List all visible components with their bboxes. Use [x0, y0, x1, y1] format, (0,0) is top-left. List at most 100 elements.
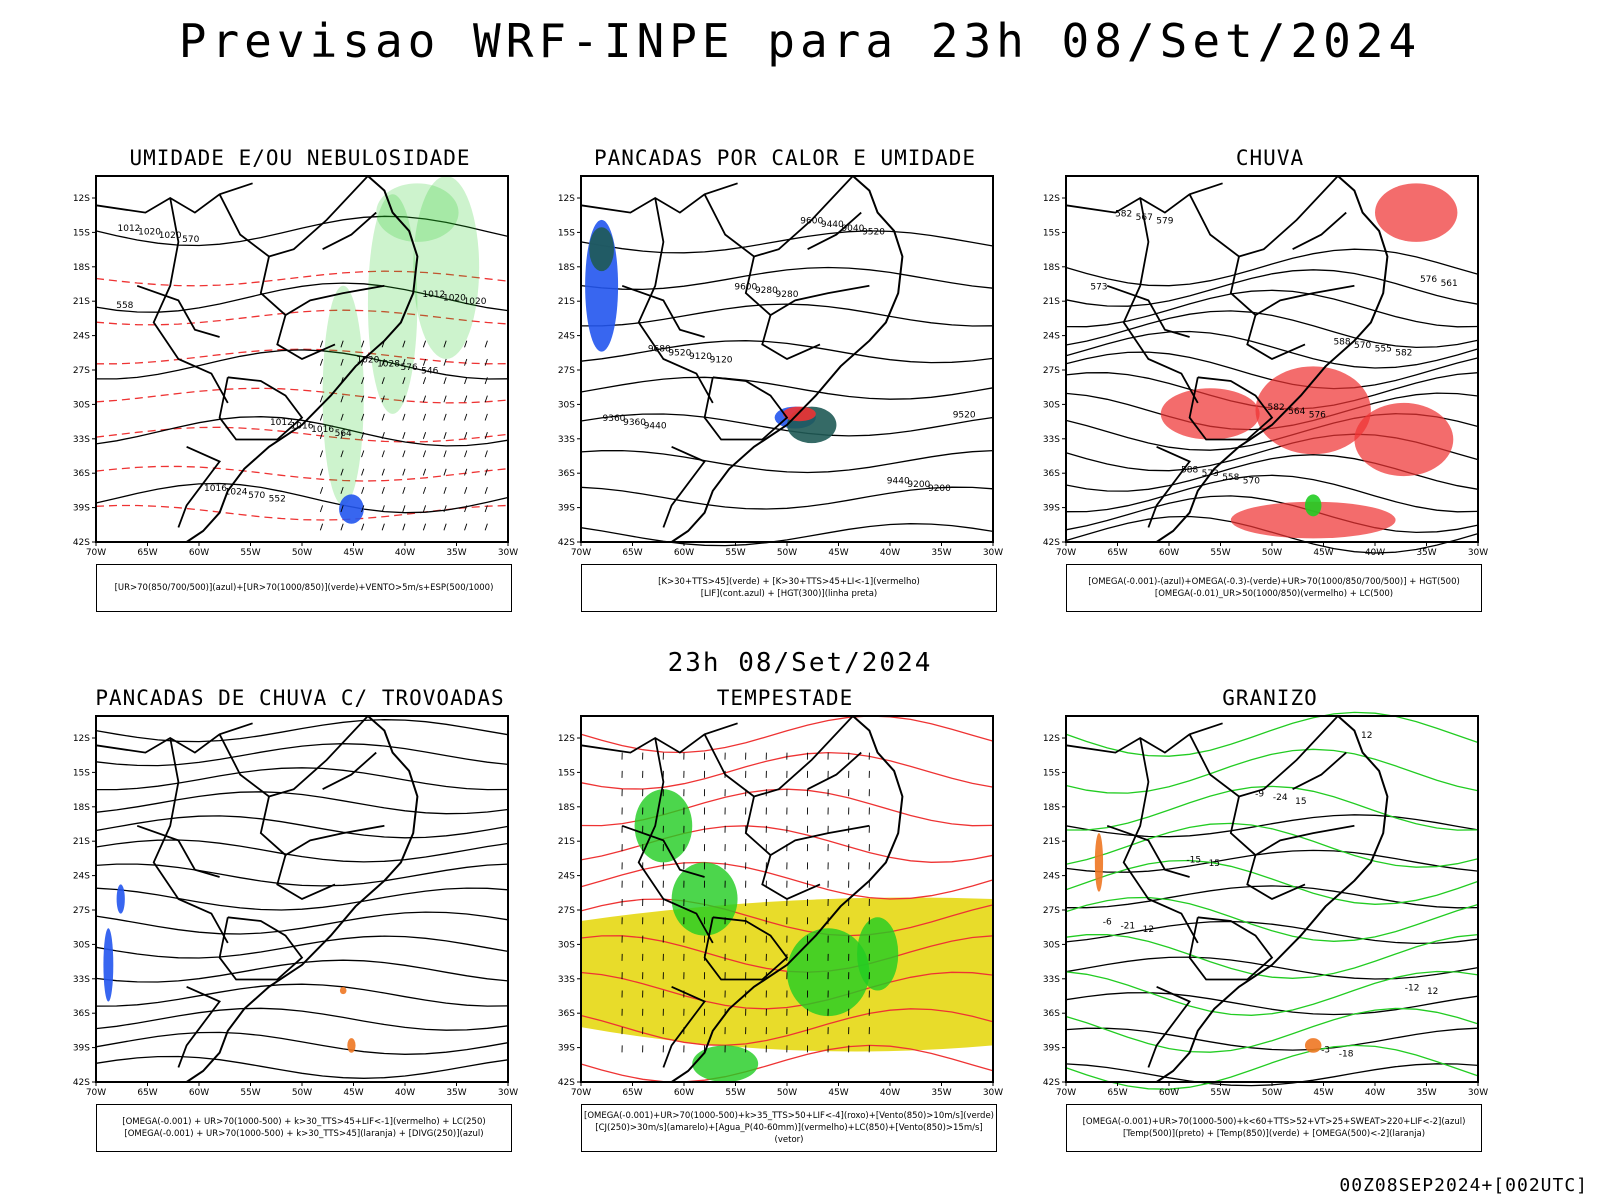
- wind-vector: [484, 432, 488, 439]
- thickness-contour: [95, 387, 509, 404]
- state-border: [621, 824, 705, 878]
- wind-vector: [340, 505, 344, 513]
- contour-label: 9360: [623, 418, 646, 428]
- rain-area: [1255, 366, 1371, 455]
- lon-tick-label: 45W: [828, 1088, 848, 1098]
- wind-vector: [443, 340, 447, 348]
- wind-vector: [402, 395, 406, 403]
- streamline-850: [580, 1008, 994, 1046]
- contour-label: 588: [1333, 337, 1350, 347]
- wind-vector: [484, 358, 488, 366]
- contour-label: 9440: [644, 422, 667, 432]
- contour-label: 1024: [225, 487, 248, 497]
- lon-tick-label: 40W: [880, 548, 900, 558]
- lon-tick-label: 40W: [880, 1088, 900, 1098]
- lon-tick-label: 45W: [1313, 548, 1333, 558]
- lon-tick-label: 35W: [446, 1088, 466, 1098]
- temp500-contour: [1066, 885, 1479, 909]
- instability-area: [589, 227, 614, 272]
- lon-tick-label: 65W: [137, 548, 157, 558]
- streamline: [95, 983, 509, 1007]
- lat-tick-label: 27S: [558, 906, 575, 916]
- legend-chuva: [OMEGA(-0.001)-(azul)+OMEGA(-0.3)-(verde…: [1066, 564, 1482, 612]
- lat-tick-label: 15S: [1043, 228, 1060, 238]
- lon-tick-label: 35W: [931, 1088, 951, 1098]
- wind-vector: [422, 468, 427, 476]
- lon-tick-label: 70W: [86, 548, 106, 558]
- wind-vector: [340, 450, 344, 458]
- state-border: [1229, 256, 1355, 317]
- panel-umidade: UMIDADE E/OU NEBULOSIDADE 1012 1012 1012 10…: [60, 146, 540, 616]
- contour-label: 561: [1441, 279, 1458, 289]
- temp500-contour: [1065, 1027, 1479, 1051]
- state-border: [662, 985, 706, 1068]
- wind-vector: [484, 505, 488, 513]
- lat-tick-label: 36S: [1043, 469, 1060, 479]
- contour-label: 570: [1354, 341, 1371, 351]
- state-border: [95, 722, 253, 754]
- height-contour: [1065, 248, 1479, 287]
- lon-tick-label: 35W: [1416, 548, 1436, 558]
- contour-label: 9680: [648, 345, 671, 355]
- contour-label: 9200: [928, 484, 951, 494]
- lat-tick-label: 18S: [1043, 263, 1060, 273]
- wind-vector: [361, 340, 365, 348]
- height-contour: [580, 523, 994, 547]
- state-border: [1188, 376, 1274, 441]
- lat-tick-label: 42S: [558, 538, 575, 548]
- lat-tick-label: 36S: [1043, 1009, 1060, 1019]
- lat-tick-label: 21S: [73, 837, 90, 847]
- streamline-850: [580, 1044, 994, 1083]
- contour-label: 9520: [862, 228, 885, 238]
- state-border: [1106, 824, 1190, 878]
- lat-tick-label: 21S: [558, 297, 575, 307]
- contour-label: 573: [1202, 469, 1219, 479]
- legend-line: [LIF](cont.azul) + [HGT(300)](linha pret…: [700, 589, 878, 599]
- thunder-area: [339, 986, 347, 995]
- state-border: [637, 737, 714, 944]
- lat-tick-label: 30S: [73, 940, 90, 950]
- rain-area: [1230, 501, 1396, 539]
- panel-title: CHUVA: [1235, 146, 1305, 170]
- temp850-contour: [1065, 896, 1479, 942]
- wind-vector: [319, 358, 324, 366]
- wind-vector: [319, 486, 324, 494]
- contour-label: 9280: [755, 286, 778, 296]
- lat-tick-label: 24S: [1043, 332, 1060, 342]
- wind-vector: [464, 395, 468, 403]
- state-border: [218, 175, 369, 258]
- lon-tick-label: 50W: [292, 1088, 312, 1098]
- lat-tick-label: 12S: [73, 194, 90, 204]
- state-border: [177, 445, 221, 528]
- rain-area: [1160, 388, 1260, 440]
- instability-area-red: [782, 406, 816, 422]
- lat-tick-label: 36S: [558, 1009, 575, 1019]
- contour-label: 546: [421, 367, 438, 377]
- contour-label: 9280: [776, 290, 799, 300]
- wind-vector: [484, 395, 488, 403]
- lat-tick-label: 12S: [73, 734, 90, 744]
- state-border: [218, 916, 304, 981]
- wind-vector: [381, 358, 385, 366]
- wind-vector: [484, 468, 488, 476]
- pressure-contour: [95, 215, 509, 247]
- rain-area: [1354, 402, 1454, 477]
- lat-tick-label: 33S: [73, 975, 90, 985]
- lat-tick-label: 39S: [558, 504, 575, 514]
- state-border: [1147, 985, 1191, 1068]
- wind-vector: [319, 413, 324, 421]
- lat-tick-label: 27S: [558, 366, 575, 376]
- wind-vector: [319, 450, 324, 458]
- contour-label: -21: [1120, 921, 1135, 931]
- wind-vector: [422, 450, 427, 458]
- height-contour: [580, 449, 994, 474]
- wind-vector: [402, 468, 406, 476]
- lon-tick-label: 50W: [1262, 1088, 1282, 1098]
- humidity-area: [413, 176, 480, 359]
- contour-label: 9520: [953, 411, 976, 421]
- contour-label: 1016: [291, 422, 314, 432]
- streamline: [95, 935, 509, 959]
- contour-label: 15: [1295, 797, 1306, 807]
- lat-tick-label: 27S: [1043, 366, 1060, 376]
- lat-tick-label: 30S: [73, 400, 90, 410]
